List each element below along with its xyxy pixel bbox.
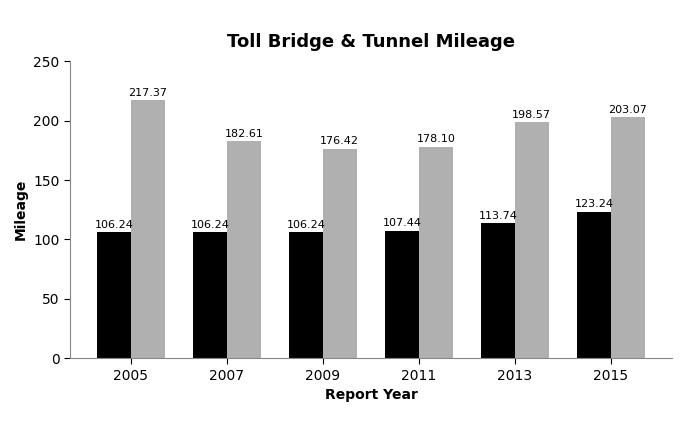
- Bar: [289, 232, 323, 358]
- Text: 217.37: 217.37: [128, 87, 167, 97]
- Text: 106.24: 106.24: [94, 220, 134, 230]
- Text: 106.24: 106.24: [190, 220, 230, 230]
- Bar: [227, 141, 260, 358]
- Text: 123.24: 123.24: [575, 199, 614, 209]
- Bar: [482, 223, 515, 358]
- Text: 106.24: 106.24: [287, 220, 326, 230]
- Bar: [386, 231, 419, 358]
- Text: 182.61: 182.61: [224, 129, 263, 139]
- Text: 178.10: 178.10: [416, 134, 455, 144]
- Bar: [193, 232, 227, 358]
- Bar: [131, 100, 164, 358]
- Text: 198.57: 198.57: [512, 110, 552, 120]
- Bar: [515, 122, 549, 358]
- Text: 113.74: 113.74: [479, 211, 518, 221]
- Bar: [611, 117, 645, 358]
- Text: 176.42: 176.42: [321, 136, 359, 146]
- Text: 107.44: 107.44: [383, 218, 421, 228]
- Bar: [419, 147, 453, 358]
- Bar: [323, 149, 356, 358]
- Title: Toll Bridge & Tunnel Mileage: Toll Bridge & Tunnel Mileage: [227, 33, 515, 51]
- X-axis label: Report Year: Report Year: [325, 388, 417, 402]
- Bar: [97, 232, 131, 358]
- Text: 203.07: 203.07: [608, 104, 648, 114]
- Y-axis label: Mileage: Mileage: [14, 179, 28, 240]
- Bar: [578, 212, 611, 358]
